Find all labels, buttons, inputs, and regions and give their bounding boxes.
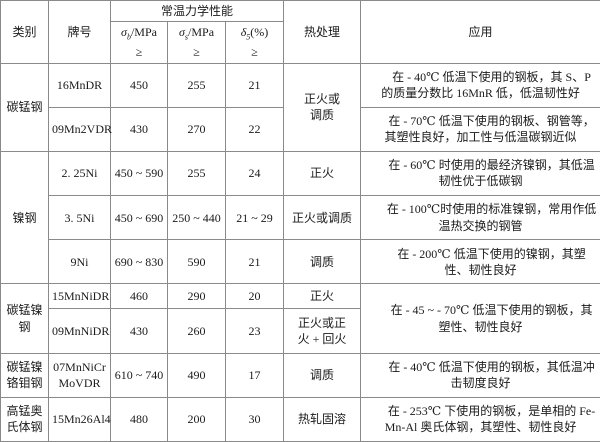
cell-grade: 16MnDR — [48, 62, 111, 108]
cell-elongation: 22 — [224, 106, 285, 152]
cell-grade: 3. 5Ni — [48, 195, 111, 241]
cell-yield-strength: 270 — [167, 106, 226, 152]
cell-grade: 09MnNiDR — [48, 308, 111, 354]
cell-application: 在 - 100℃时使用的标准镍钢，常用作低温热交换的钢管 — [360, 195, 600, 241]
cell-elongation: 23 — [224, 308, 285, 354]
cell-heat-treatment: 正火或调质 — [283, 195, 362, 241]
table-row: 镍钢 2. 25Ni 450 ~ 590 255 24 正火在 - 60℃ 时使用的最经济… — [0, 150, 600, 285]
cell-tensile-strength: 450 ~ 590 — [110, 150, 168, 197]
cell-heat-treatment: 调质 — [283, 239, 362, 285]
header-elongation: δ5(%) ≥ — [224, 21, 285, 64]
cell-tensile-strength: 610 ~ 740 — [110, 352, 168, 398]
cell-yield-strength: 490 — [167, 352, 226, 398]
cell-application: 在 - 40℃ 低温下使用的钢板，其低温冲击韧度良好 — [360, 352, 600, 398]
elongation-symbol: δ5(%) — [240, 25, 269, 42]
header-row-sub: σb/MPa ≥ σs/MPa ≥ δ5(%) ≥ — [1, 21, 600, 64]
cell-heat-treatment: 热轧固溶 — [283, 396, 362, 442]
table-row: 碳锰镍钢 15MnNiDR 460 290 20 正火在 - 45 ~ - 70℃ 低温下… — [0, 283, 600, 354]
header-yield-strength: σs/MPa ≥ — [167, 21, 226, 64]
header-row-top: 类别 牌号 常温力学性能 热处理 应用 — [0, 0, 600, 64]
cell-application: 在 - 253℃ 下使用的钢板，是单相的 Fe-Mn-Al 奥氏体钢，其塑性、韧… — [360, 396, 600, 442]
cell-application: 在 - 200℃ 低温下使用的镍钢，其塑性、韧性良好 — [360, 239, 600, 285]
cell-category: 碳锰镍 铬钼钢 — [0, 352, 49, 398]
cell-yield-strength: 590 — [167, 239, 226, 285]
cell-category: 高锰奥 氏体钢 — [0, 396, 49, 442]
header-grade: 牌号 — [48, 0, 111, 64]
header-category: 类别 — [0, 0, 49, 64]
cell-heat-treatment: 正火或正火 + 回火 — [283, 308, 362, 354]
cell-category: 镍钢 — [0, 150, 49, 285]
cell-heat-treatment: 正火 — [283, 283, 362, 310]
cell-tensile-strength: 430 — [110, 308, 168, 354]
tensile-ge-sign: ≥ — [135, 45, 143, 60]
table-row: 09MnNiDR 430 260 23 正火或正火 + 回火 — [1, 308, 600, 354]
cell-grade: 15Mn26Al4 — [48, 396, 111, 442]
cell-tensile-strength: 450 — [110, 62, 168, 108]
cell-tensile-strength: 690 ~ 830 — [110, 239, 168, 285]
cell-heat-treatment: 正火 — [283, 150, 362, 197]
cell-yield-strength: 255 — [167, 62, 226, 108]
cell-elongation: 21 — [224, 62, 285, 108]
table-row: 碳锰钢 16MnDR 450 255 21 正火或 调质在 - 40℃ 低温下使用的钢板，其… — [0, 62, 600, 152]
header-application: 应用 — [360, 0, 600, 64]
cell-yield-strength: 200 — [167, 396, 226, 442]
cell-application: 在 - 45 ~ - 70℃ 低温下使用的钢板，其塑性、韧性良好 — [360, 283, 600, 354]
cell-yield-strength: 255 — [167, 150, 226, 197]
table-row: 09Mn2VDR 430 270 22 在 - 70℃ 低温下使用的钢板、钢管等，其塑性… — [1, 106, 600, 152]
header-mechanical-properties-group: 常温力学性能 — [109, 0, 285, 23]
table-row: 3. 5Ni 450 ~ 690 250 ~ 440 21 ~ 29 正火或调质在 - … — [1, 195, 600, 241]
cell-elongation: 30 — [224, 396, 285, 442]
cell-tensile-strength: 460 — [110, 283, 168, 310]
cell-category: 碳锰镍钢 — [0, 283, 49, 354]
yield-ge-sign: ≥ — [193, 45, 200, 60]
table-body: 碳锰钢 16MnDR 450 255 21 正火或 调质在 - 40℃ 低温下使用的钢板，其… — [0, 62, 600, 442]
cell-yield-strength: 290 — [167, 283, 226, 310]
header-heat-treatment: 热处理 — [283, 0, 362, 64]
cell-elongation: 20 — [224, 283, 285, 310]
cell-grade: 15MnNiDR — [48, 283, 111, 310]
cell-category: 碳锰钢 — [0, 62, 49, 152]
cell-tensile-strength: 480 — [110, 396, 168, 442]
cell-application: 在 - 60℃ 时使用的最经济镍钢，其低温韧性优于低碳钢 — [360, 150, 600, 197]
cell-tensile-strength: 430 — [110, 106, 168, 152]
cell-yield-strength: 260 — [167, 308, 226, 354]
cell-elongation: 17 — [224, 352, 285, 398]
table-header: 类别 牌号 常温力学性能 热处理 应用 σb/MPa ≥ σs/MPa ≥ δ5… — [0, 0, 600, 64]
elongation-ge-sign: ≥ — [251, 45, 258, 60]
cell-grade: 07MnNiCr MoVDR — [48, 352, 111, 398]
cell-grade: 9Ni — [48, 239, 111, 285]
table-row: 9Ni 690 ~ 830 590 21 调质在 - 200℃ 低温下使用的镍钢，其塑性… — [1, 239, 600, 285]
cell-elongation: 24 — [224, 150, 285, 197]
cell-grade: 09Mn2VDR — [48, 106, 112, 152]
header-tensile-strength: σb/MPa ≥ — [110, 21, 168, 64]
table-row: 碳锰镍 铬钼钢 07MnNiCr MoVDR 610 ~ 740 490 17 调质在 - 4… — [0, 352, 600, 398]
cell-grade: 2. 25Ni — [48, 150, 111, 197]
table-row: 高锰奥 氏体钢 15Mn26Al4 480 200 30 热轧固溶在 - 253℃ 下使用的… — [0, 396, 600, 442]
cell-heat-treatment: 正火或调质 — [283, 62, 362, 152]
cell-elongation: 21 — [224, 239, 285, 285]
cell-heat-treatment: 调质 — [283, 352, 362, 398]
cell-yield-strength: 250 ~ 440 — [167, 195, 226, 241]
yield-strength-symbol: σs/MPa — [178, 25, 215, 42]
cell-elongation: 21 ~ 29 — [224, 195, 285, 241]
tensile-strength-symbol: σb/MPa — [121, 25, 157, 42]
cell-application: 在 - 40℃ 低温下使用的钢板，其 S、P 的质量分数比 16MnR 低，低温… — [360, 62, 600, 108]
cell-application: 在 - 70℃ 低温下使用的钢板、钢管等，其塑性良好，加工性与低温碳钢近似 — [360, 106, 600, 152]
cell-tensile-strength: 450 ~ 690 — [110, 195, 168, 241]
